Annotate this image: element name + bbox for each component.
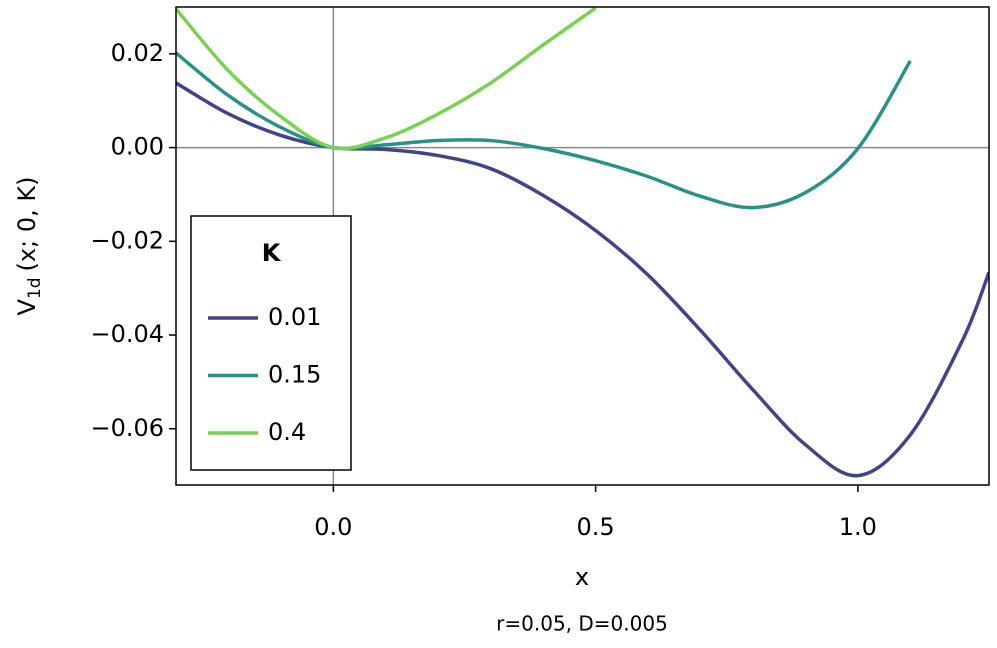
legend-title: K	[262, 239, 282, 267]
caption: r=0.05, D=0.005	[496, 612, 668, 636]
y-tick-label: 0.02	[111, 39, 164, 67]
y-label-rest: (x; 0, K)	[13, 177, 41, 272]
legend: K 0.01 0.15 0.4	[190, 215, 352, 471]
legend-box	[190, 215, 352, 471]
x-axis-label: x	[575, 563, 589, 591]
legend-label: 0.01	[268, 303, 321, 331]
y-tick-label: −0.02	[90, 226, 164, 254]
y-label-sub: 1d	[25, 277, 45, 299]
series-line	[176, 7, 597, 151]
y-axis-label: V1d (x; 0, K)	[13, 177, 45, 316]
y-tick-label: 0.00	[111, 133, 164, 161]
y-label-main: V	[13, 298, 41, 315]
x-tick-label: 0.5	[577, 513, 615, 541]
legend-label: 0.15	[268, 361, 321, 389]
x-tick-label: 1.0	[839, 513, 877, 541]
x-tick-label: 0.0	[314, 513, 352, 541]
y-tick-label: −0.04	[90, 320, 164, 348]
plot-frame	[175, 6, 990, 486]
plot-area	[176, 7, 989, 485]
legend-label: 0.4	[268, 418, 306, 446]
series-line	[176, 51, 912, 210]
y-tick-label: −0.06	[90, 414, 164, 442]
